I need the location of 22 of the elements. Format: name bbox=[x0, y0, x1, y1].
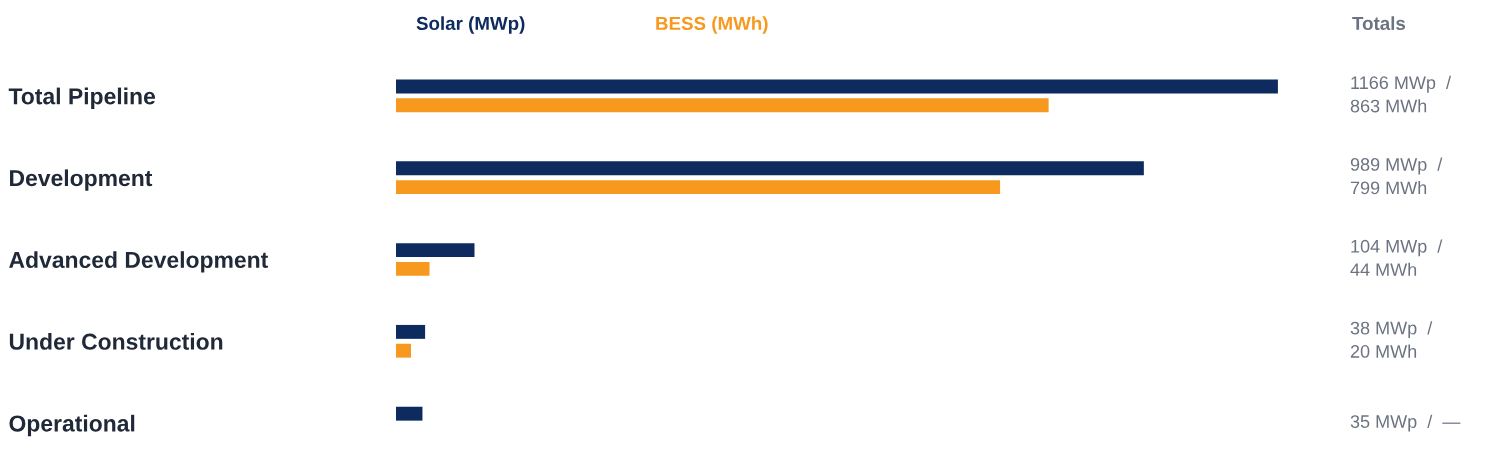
y-tick-label: Total Pipeline bbox=[8, 87, 156, 109]
y-tick-label: Development bbox=[10, 169, 153, 191]
bar bbox=[396, 243, 475, 258]
y-tick-label: Advanced Development bbox=[9, 251, 269, 273]
bar bbox=[396, 406, 423, 421]
bar bbox=[396, 161, 1144, 176]
y-tick-label: Under Construction bbox=[9, 333, 223, 350]
text: Solar (MWp) bbox=[416, 16, 525, 34]
text: 989 MWp / 799 MWh bbox=[1350, 157, 1443, 195]
text: BESS (MWh) bbox=[656, 16, 768, 34]
bar bbox=[396, 79, 1278, 94]
y-tick-label: Operational bbox=[9, 414, 135, 437]
bar bbox=[396, 180, 1001, 195]
bar bbox=[396, 324, 426, 339]
text: Totals bbox=[1352, 16, 1406, 31]
bar bbox=[396, 261, 430, 276]
text: 1166 MWp / 863 MWh bbox=[1350, 75, 1452, 113]
bar bbox=[396, 343, 411, 358]
bar bbox=[396, 98, 1049, 113]
text: 38 MWp / 20 MWh bbox=[1350, 321, 1433, 358]
text: 35 MWp / — bbox=[1350, 414, 1461, 432]
text: 104 MWp / 44 MWh bbox=[1350, 239, 1443, 276]
